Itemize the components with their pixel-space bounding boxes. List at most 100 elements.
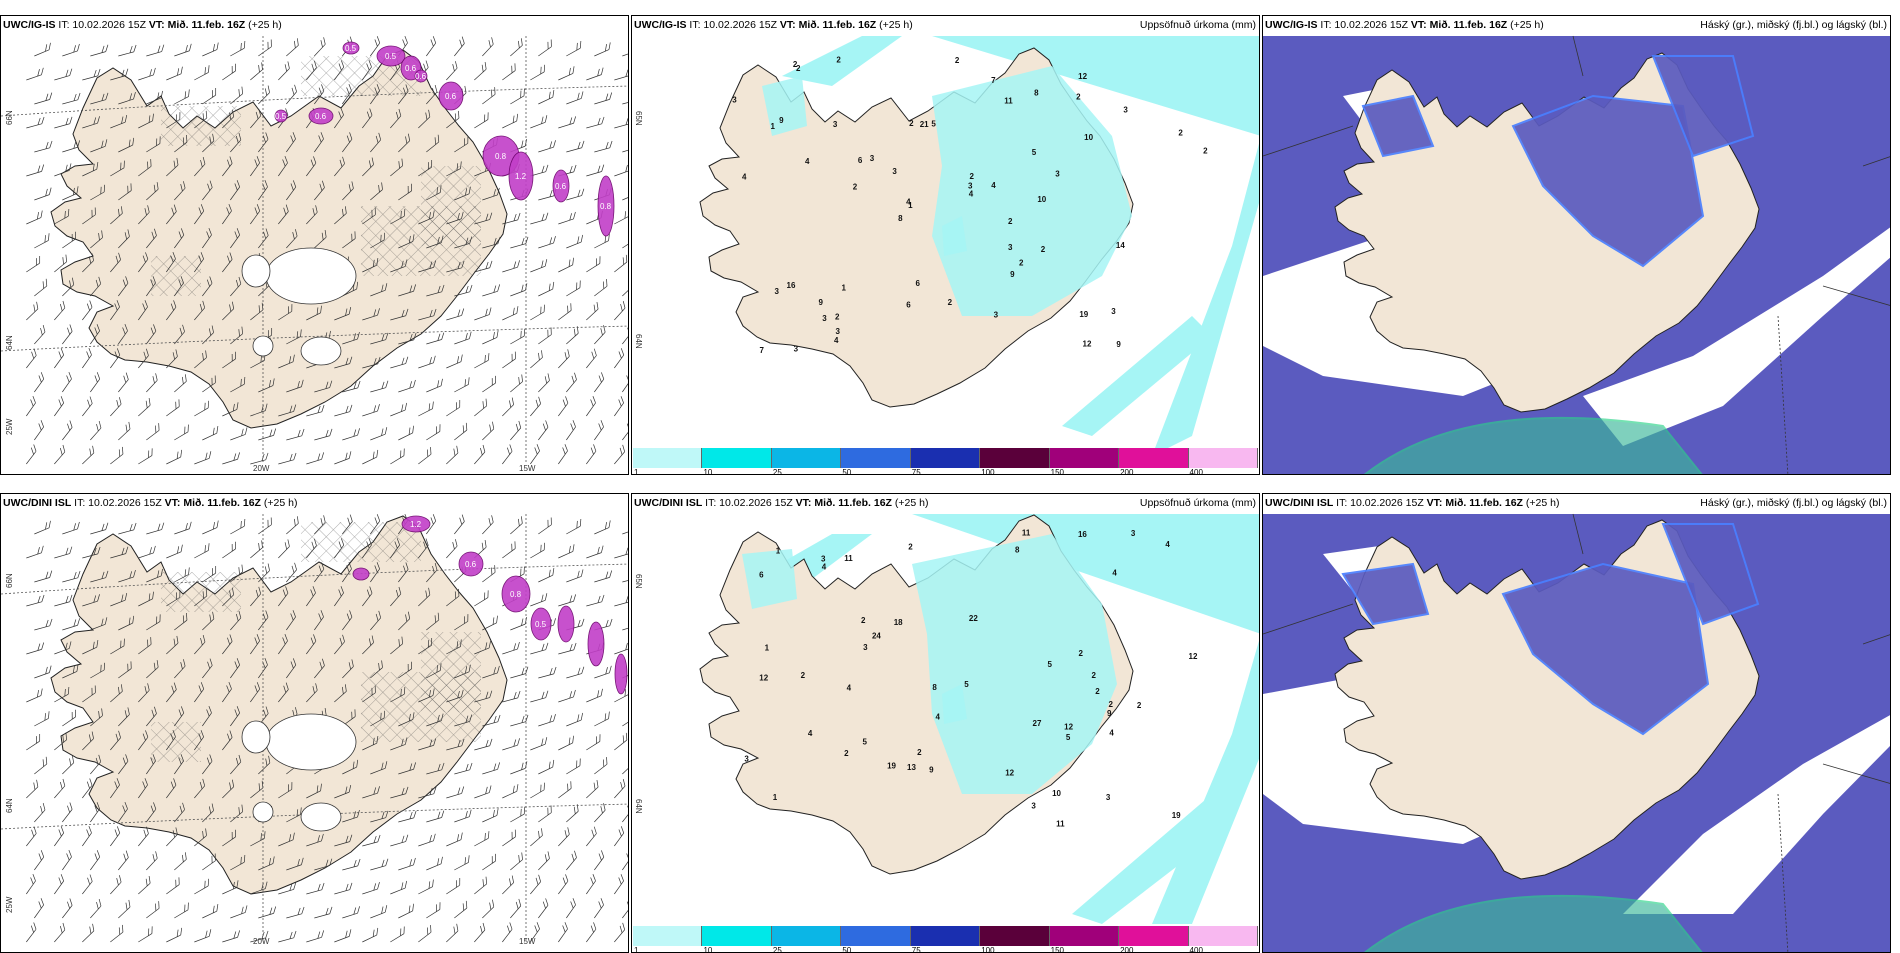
wind-barb xyxy=(398,183,412,201)
row2-precip-panel: 2 2 1 2 18 10 2 8 2 11 6 12 11 3 19 12 4 5 22 4 3 4 3 9 16 3 27 4 4 5… xyxy=(631,493,1260,953)
wind-barb xyxy=(510,328,526,345)
wind-barb xyxy=(34,665,52,679)
wind-barb xyxy=(194,588,208,607)
precip-blob xyxy=(597,175,615,237)
wind-barb xyxy=(454,809,472,823)
wind-barb xyxy=(202,133,215,153)
precip-value: 0.5 xyxy=(275,112,287,121)
model-name: UWC/DINI ISL xyxy=(3,497,72,509)
wind-barb xyxy=(538,517,552,535)
wind-barb xyxy=(222,204,232,225)
wind-barb xyxy=(370,182,383,201)
precip-value: 9 xyxy=(1107,709,1112,718)
wind-barb xyxy=(510,283,528,297)
wind-barb xyxy=(82,396,93,417)
wind-barb xyxy=(314,180,325,201)
wind-barb xyxy=(398,332,417,345)
wind-barb xyxy=(398,425,414,441)
precip-value: 3 xyxy=(732,95,737,104)
wind-barb xyxy=(510,617,528,631)
wind-barb xyxy=(538,140,556,153)
wind-barb xyxy=(482,236,501,249)
wind-barb xyxy=(110,446,124,465)
wind-barb xyxy=(26,348,37,369)
precip-value: 2 xyxy=(1203,146,1208,155)
wind-barb xyxy=(138,252,149,273)
wind-barb xyxy=(566,712,583,727)
wind-barb xyxy=(474,690,493,703)
precip-value: 16 xyxy=(787,281,796,290)
graticule xyxy=(1862,634,1890,645)
wind-barb xyxy=(306,156,317,177)
wind-barb xyxy=(482,284,501,297)
colorbar-swatch xyxy=(771,926,842,946)
wind-barb xyxy=(314,380,333,393)
wind-barb xyxy=(510,761,528,775)
colorbar-swatch xyxy=(1049,926,1120,946)
precip-value: 2 xyxy=(796,64,801,73)
colorbar-swatch xyxy=(841,448,911,468)
wind-barb xyxy=(54,778,66,799)
row1-cloud-header: UWC/IG-IS IT: 10.02.2026 15Z VT: Mið. 11… xyxy=(1265,19,1544,31)
wind-barb xyxy=(166,399,180,417)
low-cloud-over-land xyxy=(1661,523,1760,626)
wind-barb xyxy=(390,538,400,559)
wind-barb xyxy=(278,782,293,799)
precip-value: 9 xyxy=(1010,270,1015,279)
row2-cloud-panel: UWC/DINI ISL IT: 10.02.2026 15Z VT: Mið.… xyxy=(1262,493,1891,953)
wind-barb xyxy=(390,834,409,847)
row1-precip-map: 2112211251110292381032516333213297432464… xyxy=(634,36,1259,456)
wind-barb xyxy=(306,404,325,417)
glacier xyxy=(300,336,342,366)
wind-barb xyxy=(230,86,243,105)
wind-barb xyxy=(174,659,186,679)
wind-barb xyxy=(334,684,347,703)
precip-value: 5 xyxy=(1032,148,1037,157)
wind-barb xyxy=(538,327,552,345)
wind-barb xyxy=(454,762,473,775)
precip-blob xyxy=(458,551,484,577)
low-cloud-over-land xyxy=(1511,94,1705,268)
clear-sky xyxy=(1583,227,1890,446)
precip-value: 8 xyxy=(1015,546,1020,555)
precip-value: 2 xyxy=(970,172,975,181)
wind-barb xyxy=(90,522,109,535)
model-name: UWC/IG-IS xyxy=(634,19,687,31)
precip-value: 14 xyxy=(1116,241,1125,250)
row1-precip-header: UWC/IG-IS IT: 10.02.2026 15Z VT: Mið. 11… xyxy=(634,19,913,31)
wind-barb xyxy=(194,730,204,751)
wind-barb xyxy=(54,163,72,177)
wind-barb xyxy=(278,452,297,465)
wind-barb xyxy=(482,565,496,583)
wind-barb xyxy=(110,68,129,81)
wind-barb xyxy=(530,542,545,559)
precip-value: 2 xyxy=(955,56,960,65)
wind-barb xyxy=(566,234,583,249)
wind-barb xyxy=(614,689,628,703)
wind-barb xyxy=(174,276,184,297)
wind-barb xyxy=(342,428,360,441)
precip-value: 10 xyxy=(1084,133,1093,142)
wind-barb xyxy=(174,228,185,249)
wind-barb xyxy=(314,132,324,153)
wind-barb xyxy=(250,156,260,177)
colorbar-swatch xyxy=(1049,448,1120,468)
wind-barb xyxy=(566,91,584,105)
wind-barb xyxy=(62,92,81,105)
wind-barb xyxy=(166,66,183,81)
wind-barb xyxy=(342,380,361,393)
wind-barb xyxy=(110,684,123,703)
wind-barb xyxy=(278,882,297,895)
precip-value: 2 xyxy=(917,748,922,757)
wind-barb xyxy=(118,661,132,679)
wind-barb xyxy=(230,564,243,583)
wind-barb xyxy=(390,737,408,751)
wind-barb xyxy=(82,923,95,943)
wind-barb xyxy=(342,809,360,823)
wind-barb xyxy=(454,284,473,297)
wind-barb xyxy=(334,929,352,943)
wind-barb xyxy=(474,785,492,799)
precip-value: 3 xyxy=(744,755,749,764)
wind-barb xyxy=(202,87,217,105)
wind-barb xyxy=(222,829,236,847)
